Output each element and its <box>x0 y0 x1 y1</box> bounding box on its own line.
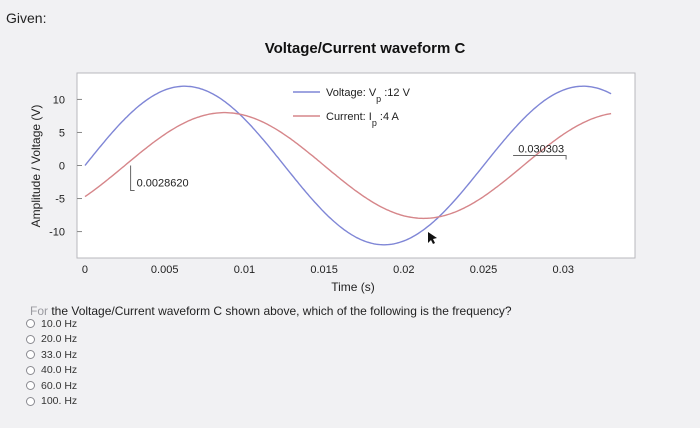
plot-area <box>76 72 636 259</box>
y-tick-label: 0 <box>59 161 65 173</box>
question-body: the Voltage/Current waveform C shown abo… <box>48 304 512 318</box>
option-20hz[interactable]: 20.0 Hz <box>26 332 77 348</box>
option-33hz[interactable]: 33.0 Hz <box>26 347 77 363</box>
annotations: 0.0028620 0.030303 <box>130 144 567 191</box>
option-label: 100. Hz <box>41 395 78 408</box>
x-tick-label: 0.03 <box>553 264 574 276</box>
legend-label: Voltage: Vp :12 V <box>326 87 411 104</box>
given-label: Given: <box>6 10 47 26</box>
x-tick-label: 0.025 <box>470 264 498 276</box>
x-tick-label: 0.02 <box>393 264 414 276</box>
question-prefix: For <box>30 304 48 318</box>
question-text: For the Voltage/Current waveform C shown… <box>30 304 512 318</box>
series-current-line <box>84 111 612 220</box>
y-ticks: 10 5 0 -5 -10 <box>49 94 82 239</box>
option-label: 40.0 Hz <box>41 364 78 377</box>
annotation-leader <box>513 155 567 160</box>
x-tick-label: 0 <box>82 264 88 276</box>
option-100hz[interactable]: 100. Hz <box>26 394 77 410</box>
radio-button[interactable] <box>26 334 35 344</box>
x-ticks: 0 0.005 0.01 0.015 0.02 0.025 0.03 <box>82 264 574 276</box>
radio-button[interactable] <box>26 365 35 375</box>
answer-options: 10.0 Hz 20.0 Hz 33.0 Hz 40.0 Hz 60.0 Hz … <box>26 316 77 409</box>
legend-label: Current: Ip :4 A <box>326 111 400 128</box>
x-tick-label: 0.015 <box>310 264 338 276</box>
radio-button[interactable] <box>26 396 35 406</box>
annotation-leader <box>130 165 135 191</box>
legend: Voltage: Vp :12 V Current: Ip :4 A <box>293 87 411 128</box>
radio-button[interactable] <box>26 319 35 329</box>
y-tick-label: 10 <box>53 94 65 106</box>
chart-title: Voltage/Current waveform C <box>265 40 466 57</box>
option-10hz[interactable]: 10.0 Hz <box>26 316 77 332</box>
option-label: 60.0 Hz <box>41 379 78 392</box>
y-axis-label: Amplitude / Voltage (V) <box>29 105 43 228</box>
x-axis-label: Time (s) <box>331 280 375 294</box>
option-40hz[interactable]: 40.0 Hz <box>26 363 77 379</box>
x-tick-label: 0.005 <box>151 264 179 276</box>
cursor-arrow-icon <box>428 232 437 244</box>
x-tick-label: 0.01 <box>234 264 255 276</box>
radio-button[interactable] <box>26 381 35 391</box>
annotation-label: 0.030303 <box>518 144 564 156</box>
y-tick-label: 5 <box>59 127 65 139</box>
y-tick-label: -5 <box>55 194 65 206</box>
option-label: 20.0 Hz <box>41 333 78 346</box>
annotation-label: 0.0028620 <box>137 178 189 190</box>
series-voltage-line <box>84 85 612 246</box>
option-label: 10.0 Hz <box>41 317 78 330</box>
chart-svg: Voltage/Current waveform C 10 5 0 -5 -10 0 0.… <box>29 40 636 294</box>
option-60hz[interactable]: 60.0 Hz <box>26 378 77 394</box>
y-tick-label: -10 <box>49 227 65 239</box>
radio-button[interactable] <box>26 350 35 360</box>
waveform-chart: Voltage/Current waveform C 10 5 0 -5 -10 0 0.… <box>29 40 636 294</box>
series-lines <box>84 85 612 246</box>
option-label: 33.0 Hz <box>41 348 78 361</box>
